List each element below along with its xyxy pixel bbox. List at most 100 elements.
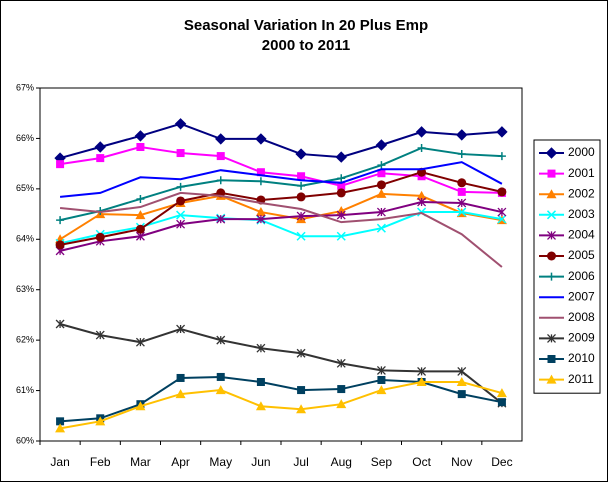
marker (135, 210, 146, 220)
y-tick-label: 63% (16, 284, 34, 294)
series-line (59, 122, 502, 160)
legend-label: 2004 (568, 228, 595, 242)
marker (497, 398, 506, 407)
marker (94, 141, 106, 153)
series-line (59, 171, 503, 246)
marker (417, 144, 426, 153)
chart-title: Seasonal Variation In 20 Plus Emp (184, 17, 428, 34)
marker (546, 210, 557, 220)
marker (497, 187, 507, 197)
y-tick-label: 64% (16, 234, 34, 244)
marker (376, 385, 387, 395)
marker (546, 189, 557, 199)
marker (175, 389, 186, 399)
marker (56, 160, 65, 169)
marker (546, 374, 557, 384)
marker (256, 177, 265, 186)
marker (95, 330, 105, 340)
x-tick-label: Jun (251, 455, 270, 469)
marker (547, 355, 556, 363)
marker (416, 190, 427, 200)
marker (296, 211, 306, 221)
marker (176, 324, 186, 334)
marker (135, 337, 145, 347)
legend-label: 2000 (568, 145, 595, 159)
marker (256, 168, 265, 177)
marker (176, 182, 185, 191)
marker (417, 197, 427, 207)
marker (296, 348, 306, 358)
marker (547, 251, 556, 261)
series-line (59, 161, 503, 198)
marker (457, 150, 466, 159)
marker (216, 152, 225, 161)
marker (296, 404, 307, 414)
x-tick-label: Dec (491, 455, 512, 469)
series-line (59, 191, 503, 268)
series-line (59, 200, 503, 252)
marker (255, 207, 266, 217)
marker (295, 148, 307, 160)
legend-label: 2001 (568, 166, 595, 180)
marker (376, 207, 386, 217)
marker (176, 219, 186, 229)
marker (456, 376, 467, 386)
marker (336, 188, 346, 198)
legend-label: 2009 (568, 331, 595, 345)
marker (95, 416, 106, 426)
marker (96, 154, 105, 163)
marker (56, 216, 65, 225)
x-tick-label: Aug (331, 455, 352, 469)
series-line (59, 192, 503, 241)
y-tick-label: 61% (16, 385, 34, 395)
marker (135, 401, 146, 411)
marker (297, 172, 306, 181)
x-tick-label: Jan (50, 455, 69, 469)
marker (375, 139, 388, 151)
marker (496, 126, 508, 138)
y-tick-label: 65% (16, 183, 34, 193)
legend-label: 2006 (568, 269, 595, 283)
marker (496, 388, 507, 398)
legend-label: 2008 (568, 310, 595, 324)
chart-subtitle: 2000 to 2011 (262, 37, 350, 54)
marker (457, 198, 467, 208)
series-line (59, 323, 503, 404)
marker (376, 180, 386, 190)
marker (216, 372, 225, 381)
marker (497, 214, 507, 224)
marker (457, 390, 466, 399)
series-line (59, 146, 502, 222)
marker (255, 133, 267, 145)
marker (497, 207, 507, 217)
marker (336, 210, 346, 220)
marker (135, 224, 145, 234)
marker (497, 152, 506, 161)
marker (415, 126, 428, 138)
series-line (59, 145, 502, 194)
marker (216, 335, 226, 345)
marker (297, 386, 306, 395)
marker (136, 143, 145, 152)
marker (216, 214, 226, 224)
marker (216, 176, 225, 185)
marker (377, 161, 386, 170)
marker (296, 192, 306, 202)
y-tick-label: 60% (16, 435, 34, 445)
marker (377, 375, 386, 384)
marker (337, 174, 346, 183)
marker (377, 169, 386, 178)
marker (376, 365, 386, 375)
marker (56, 417, 65, 426)
marker (136, 194, 145, 203)
marker (456, 129, 468, 141)
marker (417, 366, 427, 376)
x-tick-label: Feb (90, 455, 111, 469)
marker (215, 385, 226, 395)
marker (176, 149, 185, 158)
x-tick-label: Nov (451, 455, 472, 469)
marker (256, 343, 266, 353)
legend-box (533, 139, 601, 394)
y-tick-label: 67% (16, 82, 34, 92)
